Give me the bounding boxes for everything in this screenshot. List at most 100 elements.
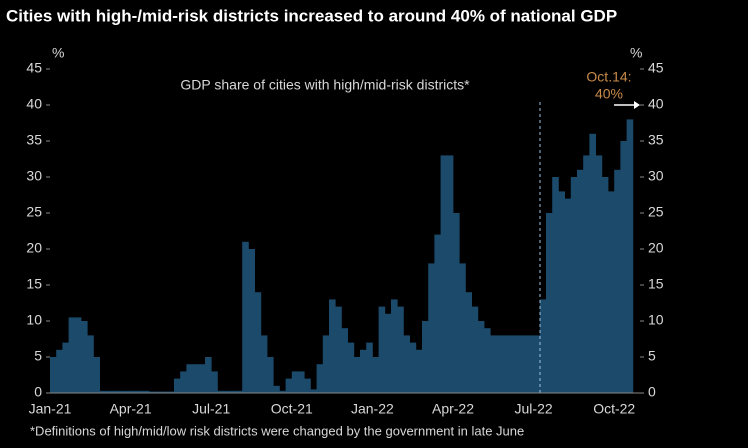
- bar: [279, 390, 286, 393]
- bar: [564, 198, 572, 393]
- bar: [570, 177, 578, 393]
- bar: [453, 213, 460, 393]
- footnote: *Definitions of high/mid/low risk distri…: [30, 423, 524, 438]
- bar: [130, 390, 138, 393]
- chart-title: Cities with high-/mid-risk districts inc…: [6, 6, 617, 25]
- bar: [577, 169, 584, 393]
- bar: [620, 141, 627, 393]
- bar: [192, 364, 200, 393]
- y2-tick-label: 40: [648, 96, 664, 112]
- bar: [595, 155, 603, 393]
- y2-tick-label: 45: [648, 60, 664, 76]
- bar: [552, 177, 559, 393]
- plot-area: [50, 119, 634, 394]
- bar: [285, 378, 293, 393]
- bar: [601, 177, 609, 393]
- bar: [149, 391, 156, 393]
- bar: [496, 335, 503, 393]
- bar: [155, 391, 162, 393]
- bar: [273, 385, 280, 393]
- bar: [360, 349, 367, 393]
- bar: [68, 317, 76, 393]
- bar: [93, 357, 100, 393]
- bar: [521, 335, 528, 393]
- bar: [403, 335, 410, 393]
- bar: [347, 342, 355, 393]
- bar: [614, 169, 621, 393]
- x-tick-label: Oct-21: [271, 401, 313, 417]
- bar: [143, 390, 150, 393]
- bar: [589, 133, 596, 394]
- bar: [62, 342, 69, 393]
- bar: [298, 371, 305, 393]
- bar: [161, 391, 169, 393]
- x-tick-label: Jul-21: [192, 401, 230, 417]
- x-tick-label: Oct-22: [593, 401, 635, 417]
- bar: [341, 328, 348, 393]
- bar: [446, 155, 454, 393]
- y2-axis-label: %: [630, 45, 642, 61]
- bar: [329, 299, 336, 393]
- bar: [229, 390, 237, 393]
- y-tick-label: 10: [26, 312, 42, 328]
- y-tick-label: 40: [26, 96, 42, 112]
- bar: [546, 213, 553, 393]
- bar: [211, 371, 218, 393]
- y-tick-label: 15: [26, 276, 42, 292]
- bar: [372, 357, 379, 393]
- x-tick-label: Jan-21: [29, 401, 72, 417]
- y2-tick-label: 25: [648, 204, 664, 220]
- bar: [384, 313, 392, 393]
- bar: [558, 191, 565, 393]
- bar: [260, 335, 268, 393]
- y2-tick-label: 20: [648, 240, 664, 256]
- series-label: GDP share of cities with high/mid-risk d…: [180, 77, 470, 93]
- bar: [502, 335, 510, 393]
- y2-tick-label: 0: [648, 384, 656, 400]
- bar: [397, 306, 404, 393]
- bar: [205, 357, 212, 393]
- bar: [248, 249, 255, 393]
- y-tick-label: 35: [26, 132, 42, 148]
- y-tick-label: 5: [34, 348, 42, 364]
- bar: [465, 292, 472, 393]
- bar: [124, 390, 131, 393]
- bar: [459, 263, 466, 393]
- bar: [378, 306, 386, 393]
- callout-arrow: [634, 101, 640, 109]
- bar: [366, 342, 373, 393]
- bar: [515, 335, 522, 393]
- bar: [180, 371, 187, 393]
- y2-tick-label: 35: [648, 132, 664, 148]
- bar: [310, 389, 317, 393]
- bar: [236, 390, 243, 393]
- x-tick-label: Apr-21: [110, 401, 152, 417]
- y-tick-label: 45: [26, 60, 42, 76]
- bar: [608, 191, 615, 393]
- bar: [490, 335, 497, 393]
- bar: [56, 349, 63, 393]
- bar: [316, 364, 324, 393]
- bar: [217, 390, 224, 393]
- bar: [118, 390, 125, 393]
- bar: [99, 390, 107, 393]
- y-tick-label: 30: [26, 168, 42, 184]
- bar: [484, 328, 491, 393]
- bar: [434, 234, 441, 393]
- bar: [50, 357, 57, 393]
- callout: 40%: [595, 86, 623, 102]
- y-tick-label: 25: [26, 204, 42, 220]
- bar: [527, 335, 534, 393]
- x-tick-label: Jan-22: [351, 401, 394, 417]
- bar: [254, 292, 262, 393]
- bar: [291, 371, 299, 393]
- x-tick-label: Apr-22: [432, 401, 474, 417]
- bar: [428, 263, 435, 393]
- bar: [174, 378, 181, 393]
- bar: [322, 335, 330, 393]
- bar: [223, 390, 231, 393]
- y2-tick-label: 15: [648, 276, 664, 292]
- bar: [422, 321, 429, 393]
- bar: [539, 299, 547, 393]
